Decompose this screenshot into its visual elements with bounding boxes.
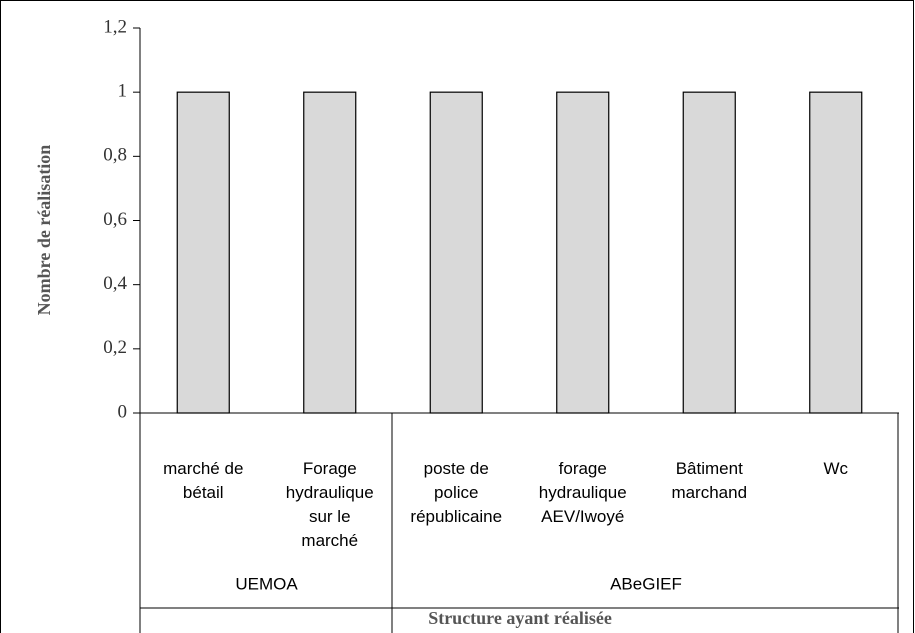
bar xyxy=(176,91,230,414)
x-tick-label-line: sur le xyxy=(309,507,351,526)
y-tick-label: 0 xyxy=(118,401,128,422)
bar xyxy=(682,91,736,414)
y-tick-label: 0,2 xyxy=(103,337,127,358)
y-tick-label: 0,6 xyxy=(103,209,127,230)
x-axis-title: Structure ayant réalisée xyxy=(428,608,612,628)
group-label: ABeGIEF xyxy=(610,574,682,593)
x-tick-label: Wc xyxy=(823,459,848,478)
bar xyxy=(303,91,357,414)
x-tick-label-line: poste de xyxy=(424,459,489,478)
x-tick-label: Bâtiment marchand xyxy=(671,459,747,502)
x-tick-label: marché de bétail xyxy=(163,459,243,502)
group-label: UEMOA xyxy=(235,574,298,593)
x-tick-label-line: hydraulique xyxy=(539,483,627,502)
x-tick-label-line: Forage xyxy=(303,459,357,478)
x-tick-label-line: républicaine xyxy=(410,507,502,526)
bar xyxy=(809,91,863,414)
x-tick-label-line: Wc xyxy=(823,459,848,478)
x-tick-label-line: Bâtiment xyxy=(676,459,743,478)
x-tick-label-line: marché de xyxy=(163,459,243,478)
x-tick-label: Forage hydraulique sur le marché xyxy=(286,459,374,550)
y-axis-title: Nombre de réalisation xyxy=(34,145,54,316)
x-tick-label-line: hydraulique xyxy=(286,483,374,502)
y-tick-label: 0,4 xyxy=(103,273,127,294)
x-tick-label: poste de police républicaine xyxy=(410,459,502,526)
x-tick-label-line: bétail xyxy=(183,483,224,502)
x-tick-label: forage hydraulique AEV/Iwoyé xyxy=(539,459,627,526)
x-tick-label-line: AEV/Iwoyé xyxy=(541,507,624,526)
y-tick-label: 1 xyxy=(118,81,128,102)
x-tick-label-line: police xyxy=(434,483,478,502)
x-tick-label-line: forage xyxy=(559,459,607,478)
y-tick-label: 1,2 xyxy=(103,16,127,37)
x-tick-label-line: marchand xyxy=(671,483,747,502)
bar xyxy=(429,91,483,414)
bar xyxy=(556,91,610,414)
x-tick-label-line: marché xyxy=(301,531,358,550)
y-tick-label: 0,8 xyxy=(103,145,127,166)
